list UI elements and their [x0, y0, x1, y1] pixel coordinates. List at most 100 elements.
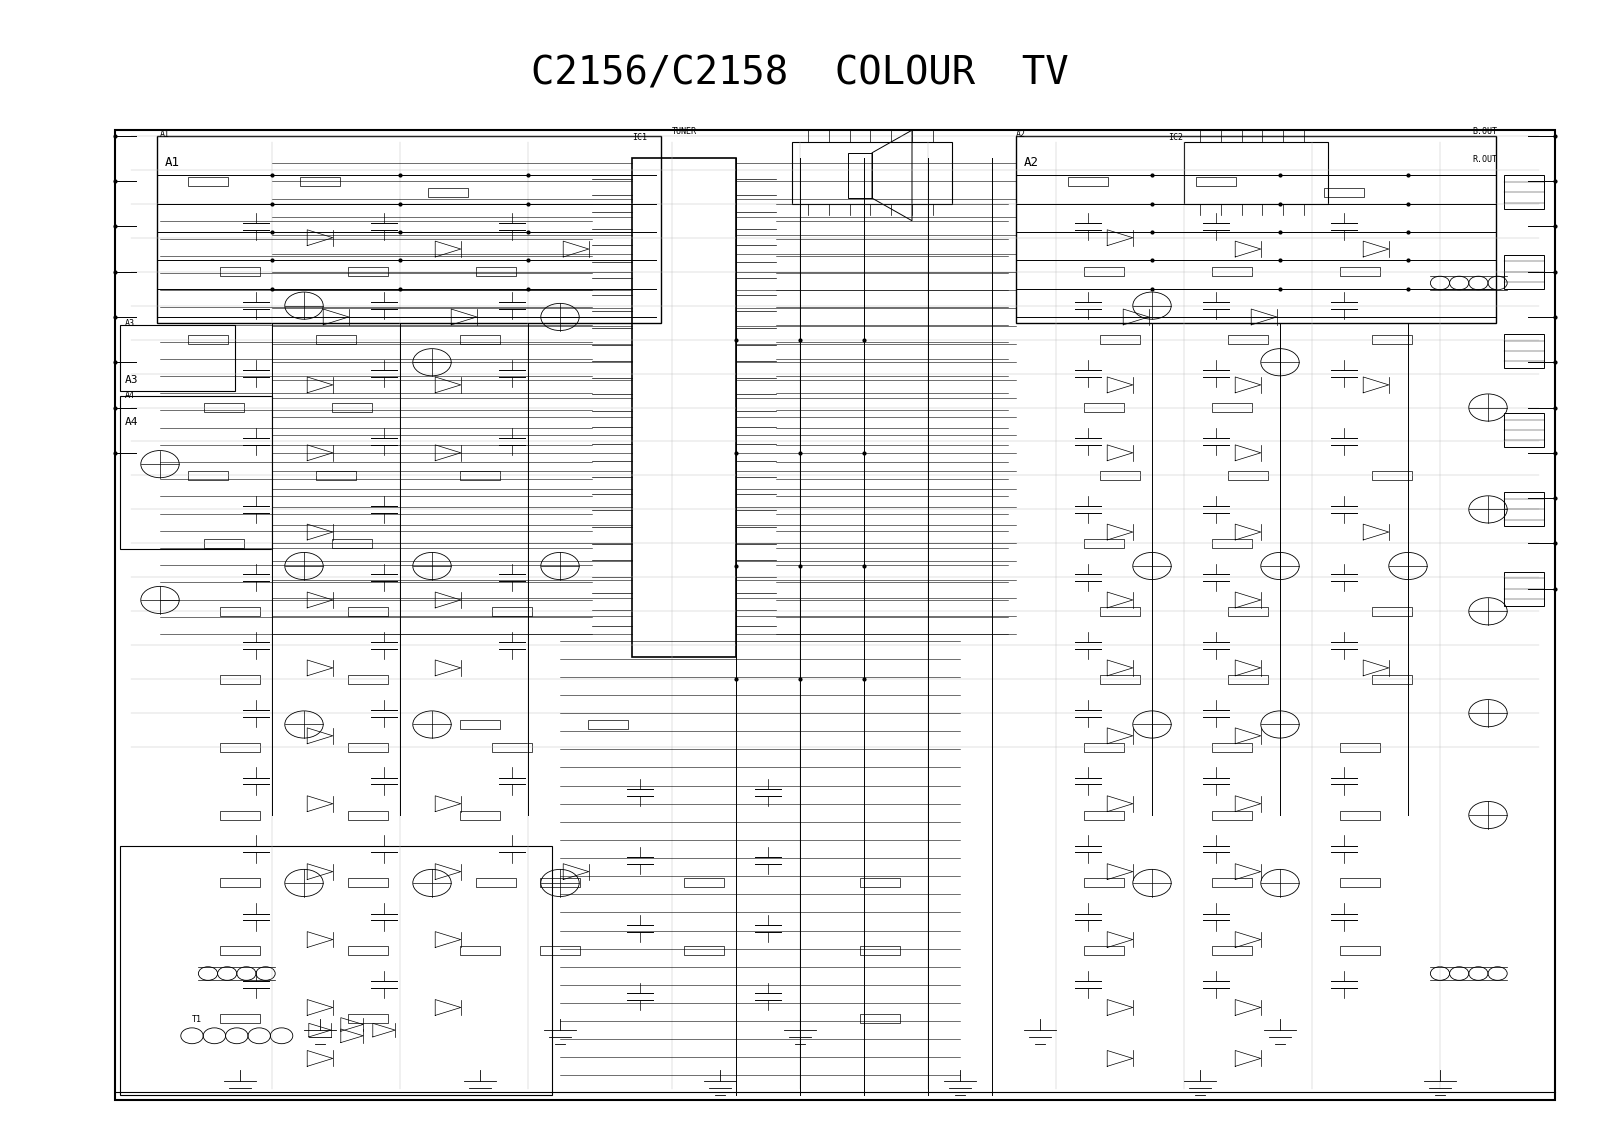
Text: A4: A4	[125, 417, 138, 427]
Bar	[219, 607, 259, 616]
Bar	[589, 720, 627, 729]
Bar	[349, 743, 387, 752]
Bar	[1213, 267, 1251, 276]
Bar	[1373, 607, 1413, 616]
Bar	[1069, 177, 1109, 186]
Bar	[1504, 175, 1544, 209]
Bar	[1101, 471, 1139, 480]
Bar	[1197, 177, 1235, 186]
Bar	[1229, 471, 1267, 480]
Bar	[1213, 539, 1251, 548]
Bar	[120, 325, 235, 391]
Text: A2: A2	[1016, 130, 1026, 139]
Bar	[1101, 675, 1139, 684]
Text: TUNER: TUNER	[672, 127, 698, 136]
Bar	[861, 1014, 901, 1023]
Bar	[1504, 572, 1544, 606]
Bar	[1085, 743, 1123, 752]
Bar	[1341, 946, 1379, 955]
Text: A1: A1	[165, 156, 179, 169]
Text: A1: A1	[160, 130, 170, 139]
Bar	[157, 136, 661, 323]
Bar	[1101, 607, 1139, 616]
Bar	[1341, 267, 1379, 276]
Text: IC2: IC2	[1168, 132, 1182, 142]
Bar	[1085, 811, 1123, 820]
Bar	[349, 1014, 387, 1023]
Bar	[1373, 335, 1413, 344]
Bar	[120, 396, 272, 549]
Text: T1: T1	[192, 1015, 202, 1024]
Text: R.OUT: R.OUT	[1472, 155, 1498, 164]
Bar	[1341, 811, 1379, 820]
Bar	[461, 471, 499, 480]
Bar	[205, 539, 243, 548]
Bar	[1101, 335, 1139, 344]
Bar	[1504, 492, 1544, 526]
Bar	[315, 471, 355, 480]
Bar	[219, 811, 259, 820]
Bar	[1341, 878, 1379, 887]
Bar	[349, 811, 387, 820]
Bar	[315, 335, 355, 344]
Bar	[1085, 267, 1123, 276]
Bar	[1229, 607, 1267, 616]
Bar	[349, 607, 387, 616]
Bar	[493, 607, 531, 616]
Bar	[1213, 743, 1251, 752]
Bar	[219, 878, 259, 887]
Text: A2: A2	[1024, 156, 1038, 169]
Bar	[1341, 743, 1379, 752]
Bar	[1085, 403, 1123, 412]
Bar	[1016, 136, 1496, 323]
Bar	[120, 846, 552, 1095]
Bar	[461, 335, 499, 344]
Bar	[792, 142, 952, 204]
Bar	[189, 177, 229, 186]
Text: A4: A4	[125, 391, 134, 400]
Text: A3: A3	[125, 375, 138, 385]
Bar	[333, 403, 371, 412]
Bar	[461, 811, 499, 820]
Bar	[1504, 255, 1544, 289]
Bar	[685, 878, 723, 887]
Bar	[349, 267, 387, 276]
Bar	[685, 946, 723, 955]
Bar	[461, 720, 499, 729]
Bar	[1213, 403, 1251, 412]
Bar	[1373, 471, 1413, 480]
Bar	[1184, 142, 1328, 204]
Bar	[349, 878, 387, 887]
Bar	[632, 158, 736, 657]
Bar	[861, 878, 901, 887]
Bar	[1213, 946, 1251, 955]
Bar	[1085, 946, 1123, 955]
Text: IC1: IC1	[632, 132, 646, 142]
Bar	[861, 946, 901, 955]
Bar	[219, 267, 259, 276]
Bar	[493, 743, 531, 752]
Bar	[477, 267, 515, 276]
Bar	[477, 878, 515, 887]
Bar	[1085, 539, 1123, 548]
Bar	[219, 1014, 259, 1023]
Bar	[301, 177, 339, 186]
Bar	[1229, 335, 1267, 344]
Bar	[541, 878, 579, 887]
Bar	[1213, 878, 1251, 887]
Bar	[349, 946, 387, 955]
Bar	[1213, 811, 1251, 820]
Bar	[848, 153, 872, 198]
Bar	[189, 335, 229, 344]
Bar	[219, 675, 259, 684]
Text: C2156/C2158  COLOUR  TV: C2156/C2158 COLOUR TV	[531, 54, 1069, 93]
Bar	[205, 403, 243, 412]
Text: B.OUT: B.OUT	[1472, 127, 1498, 136]
Bar	[429, 188, 469, 197]
Bar	[115, 130, 1555, 1100]
Bar	[333, 539, 371, 548]
Bar	[1504, 413, 1544, 447]
Bar	[219, 743, 259, 752]
Bar	[1373, 675, 1413, 684]
Bar	[461, 946, 499, 955]
